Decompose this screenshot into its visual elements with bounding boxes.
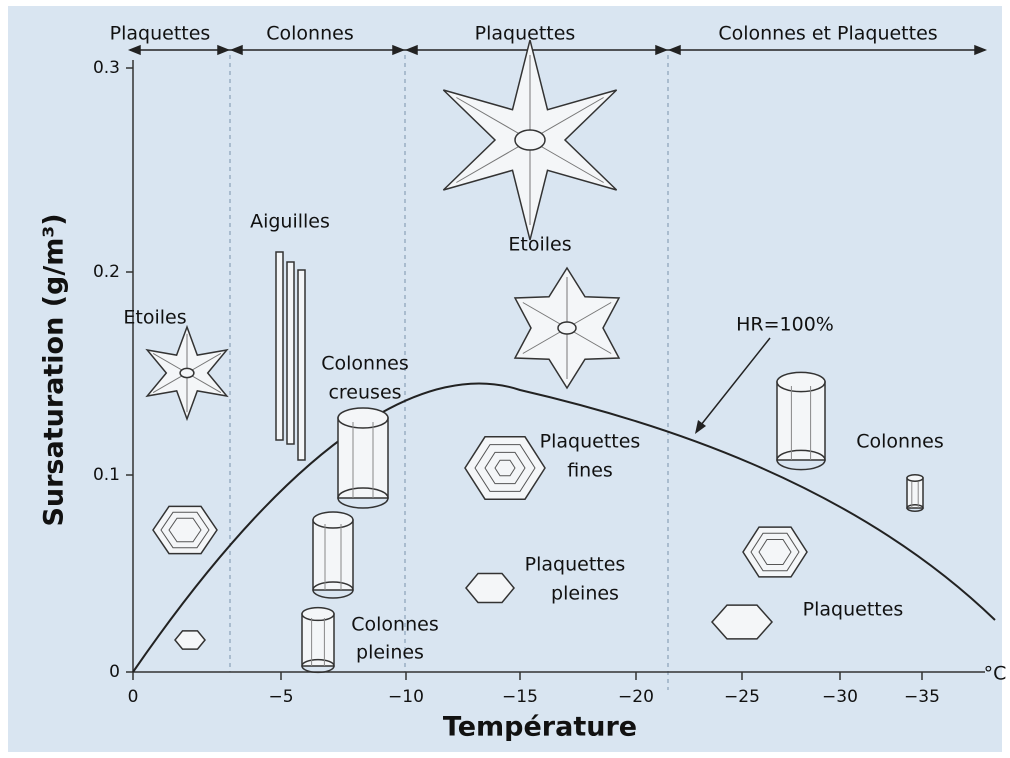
crystal-arm	[456, 97, 531, 141]
axes	[126, 60, 985, 680]
y-tick-label: 0.3	[93, 58, 120, 78]
hex-crystal	[710, 604, 774, 640]
regime-label: Colonnes	[266, 23, 353, 45]
crystals	[145, 39, 924, 674]
crystal-label: fines	[567, 460, 613, 482]
column-crystal	[776, 381, 826, 461]
hex-ring	[474, 444, 536, 492]
regime-label: Plaquettes	[110, 23, 211, 45]
x-tick-label: −35	[904, 687, 940, 707]
crystal-label: Plaquettes	[525, 554, 626, 576]
crystal-arm	[529, 97, 604, 141]
crystal-label: Plaquettes	[803, 599, 904, 621]
x-axis-title: Température	[443, 712, 637, 743]
crystal-label: pleines	[356, 642, 424, 664]
needle-crystal	[286, 261, 295, 445]
needle-crystal	[297, 269, 306, 461]
column-crystal	[312, 519, 354, 591]
column-crystal	[337, 417, 389, 499]
crystal-center	[514, 129, 546, 151]
regime-arrows	[127, 44, 988, 56]
regime-label: Plaquettes	[475, 23, 576, 45]
column-top	[337, 407, 389, 429]
y-tick-label: 0	[109, 662, 120, 682]
crystal-label: Plaquettes	[540, 431, 641, 453]
crystal-label: Etoiles	[508, 234, 571, 256]
saturation-curve	[132, 382, 996, 673]
curve-label: HR=100%	[736, 314, 834, 336]
annotation-arrowhead	[695, 420, 706, 434]
x-tick-label: 0	[128, 687, 139, 707]
hex-ring	[168, 517, 202, 543]
crystal-label: Etoiles	[123, 307, 186, 329]
x-unit: °C	[984, 663, 1007, 685]
y-axis-title: Sursaturation (g/m³)	[39, 213, 70, 526]
column-bottom	[301, 658, 335, 674]
hex-ring	[750, 532, 800, 572]
hex-crystal	[174, 630, 206, 650]
column-crystal	[906, 477, 924, 509]
crystal-label: Colonnes	[856, 431, 943, 453]
hex-crystal	[465, 572, 515, 604]
crystal-center	[557, 321, 577, 335]
y-tick-label: 0.1	[93, 465, 120, 485]
hex-ring	[758, 539, 792, 565]
column-bottom	[776, 449, 826, 471]
annotation-arrow	[696, 337, 771, 431]
column-top	[776, 371, 826, 393]
crystal-label: Colonnes	[321, 353, 408, 375]
crystal-arm	[529, 139, 604, 183]
x-tick-label: −5	[268, 687, 293, 707]
column-crystal	[301, 613, 335, 667]
column-top	[312, 511, 354, 529]
column-bottom	[906, 504, 924, 512]
x-tick-label: −15	[502, 687, 538, 707]
y-tick-label: 0.2	[93, 262, 120, 282]
column-bottom	[337, 487, 389, 509]
hex-ring	[484, 451, 526, 485]
regime-label: Colonnes et Plaquettes	[718, 23, 937, 45]
x-tick-label: −25	[724, 687, 760, 707]
needle-crystal	[275, 251, 284, 441]
crystal-label: pleines	[551, 583, 619, 605]
column-top	[906, 474, 924, 482]
x-tick-label: −20	[618, 687, 654, 707]
x-tick-label: −30	[822, 687, 858, 707]
crystal-center	[179, 367, 195, 379]
crystal-arm	[456, 139, 531, 183]
crystal-label: Colonnes	[351, 614, 438, 636]
crystal-label: Aiguilles	[250, 211, 330, 233]
hex-ring	[160, 511, 210, 549]
column-top	[301, 606, 335, 622]
crystal-label: creuses	[328, 382, 401, 404]
separators	[229, 55, 669, 690]
x-tick-label: −10	[388, 687, 424, 707]
hex-ring	[494, 459, 516, 477]
column-bottom	[312, 581, 354, 599]
